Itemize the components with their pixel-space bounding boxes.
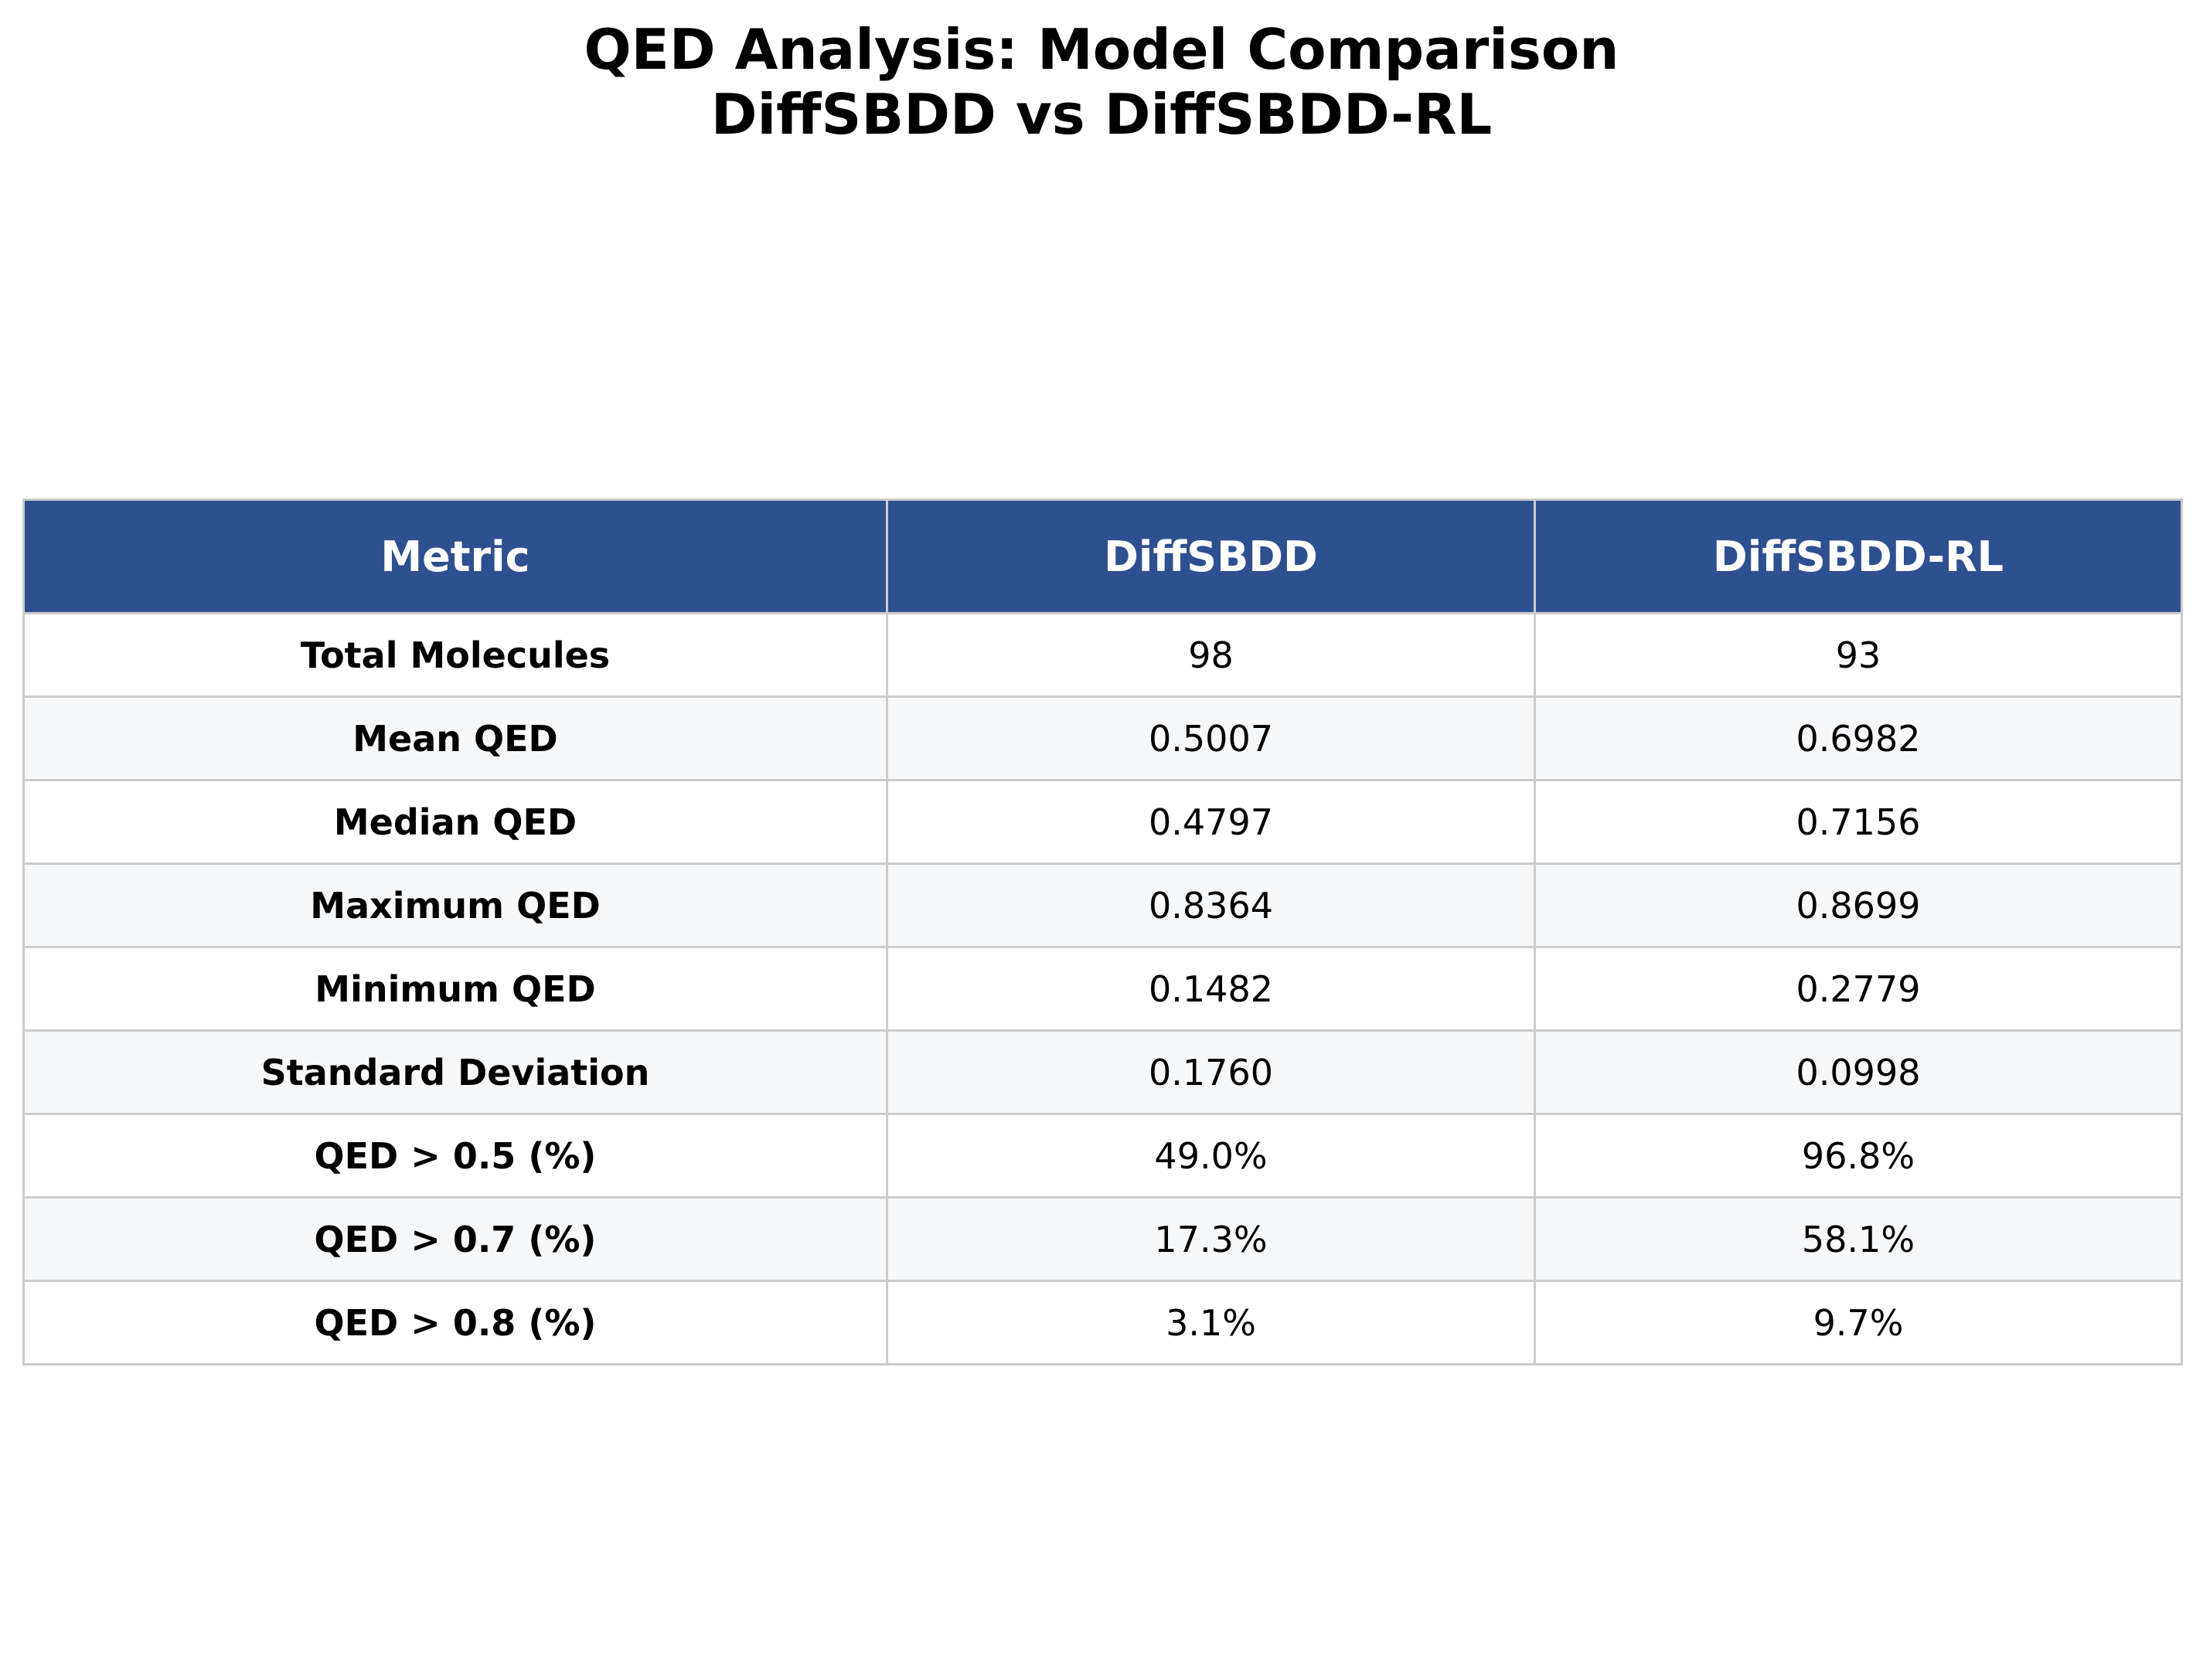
chart-title-block: QED Analysis: Model Comparison DiffSBDD … bbox=[0, 17, 2203, 147]
metric-name-cell: QED > 0.8 (%) bbox=[22, 1280, 888, 1365]
chart-subtitle: DiffSBDD vs DiffSBDD-RL bbox=[710, 82, 1493, 147]
table-row: Total Molecules 98 93 bbox=[22, 612, 2183, 698]
metric-name-cell: QED > 0.5 (%) bbox=[22, 1113, 888, 1199]
metric-name-cell: Median QED bbox=[22, 779, 888, 865]
header-row: Metric DiffSBDD DiffSBDD-RL bbox=[22, 498, 2183, 614]
diffsbdd-value-cell: 0.4797 bbox=[886, 779, 1536, 865]
diffsbdd-rl-value-cell: 0.2779 bbox=[1534, 946, 2183, 1032]
diffsbdd-value-cell: 3.1% bbox=[886, 1280, 1536, 1365]
diffsbdd-value-cell: 49.0% bbox=[886, 1113, 1536, 1199]
metric-name-cell: Total Molecules bbox=[22, 612, 888, 698]
diffsbdd-rl-value-cell: 93 bbox=[1534, 612, 2183, 698]
diffsbdd-rl-value-cell: 0.0998 bbox=[1534, 1029, 2183, 1115]
metric-name-cell: Standard Deviation bbox=[22, 1029, 888, 1115]
diffsbdd-value-cell: 0.8364 bbox=[886, 862, 1536, 948]
diffsbdd-value-cell: 0.1760 bbox=[886, 1029, 1536, 1115]
diffsbdd-rl-value-cell: 96.8% bbox=[1534, 1113, 2183, 1199]
metric-name-cell: Minimum QED bbox=[22, 946, 888, 1032]
diffsbdd-value-cell: 0.5007 bbox=[886, 695, 1536, 781]
header-cell-metric: Metric bbox=[22, 498, 888, 614]
table-row: Minimum QED 0.1482 0.2779 bbox=[22, 946, 2183, 1032]
diffsbdd-rl-value-cell: 9.7% bbox=[1534, 1280, 2183, 1365]
table-row: QED > 0.5 (%) 49.0% 96.8% bbox=[22, 1113, 2183, 1199]
table-row: QED > 0.8 (%) 3.1% 9.7% bbox=[22, 1280, 2183, 1365]
table-row: Standard Deviation 0.1760 0.0998 bbox=[22, 1029, 2183, 1115]
metric-name-cell: Mean QED bbox=[22, 695, 888, 781]
diffsbdd-value-cell: 0.1482 bbox=[886, 946, 1536, 1032]
diffsbdd-rl-value-cell: 0.8699 bbox=[1534, 862, 2183, 948]
diffsbdd-rl-value-cell: 0.6982 bbox=[1534, 695, 2183, 781]
table-header: Metric DiffSBDD DiffSBDD-RL bbox=[22, 498, 2183, 614]
table-row: QED > 0.7 (%) 17.3% 58.1% bbox=[22, 1196, 2183, 1282]
diffsbdd-value-cell: 17.3% bbox=[886, 1196, 1536, 1282]
metric-name-cell: Maximum QED bbox=[22, 862, 888, 948]
table-row: Mean QED 0.5007 0.6982 bbox=[22, 695, 2183, 781]
metric-name-cell: QED > 0.7 (%) bbox=[22, 1196, 888, 1282]
header-cell-diffsbdd-rl: DiffSBDD-RL bbox=[1534, 498, 2183, 614]
diffsbdd-value-cell: 98 bbox=[886, 612, 1536, 698]
table-row: Median QED 0.4797 0.7156 bbox=[22, 779, 2183, 865]
comparison-table: Metric DiffSBDD DiffSBDD-RL Total Molecu… bbox=[22, 498, 2183, 1365]
chart-title: QED Analysis: Model Comparison bbox=[584, 17, 1619, 82]
header-cell-diffsbdd: DiffSBDD bbox=[886, 498, 1536, 614]
table-row: Maximum QED 0.8364 0.8699 bbox=[22, 862, 2183, 948]
table-body: Total Molecules 98 93 Mean QED 0.5007 0.6982 M… bbox=[22, 612, 2183, 1365]
diffsbdd-rl-value-cell: 58.1% bbox=[1534, 1196, 2183, 1282]
diffsbdd-rl-value-cell: 0.7156 bbox=[1534, 779, 2183, 865]
